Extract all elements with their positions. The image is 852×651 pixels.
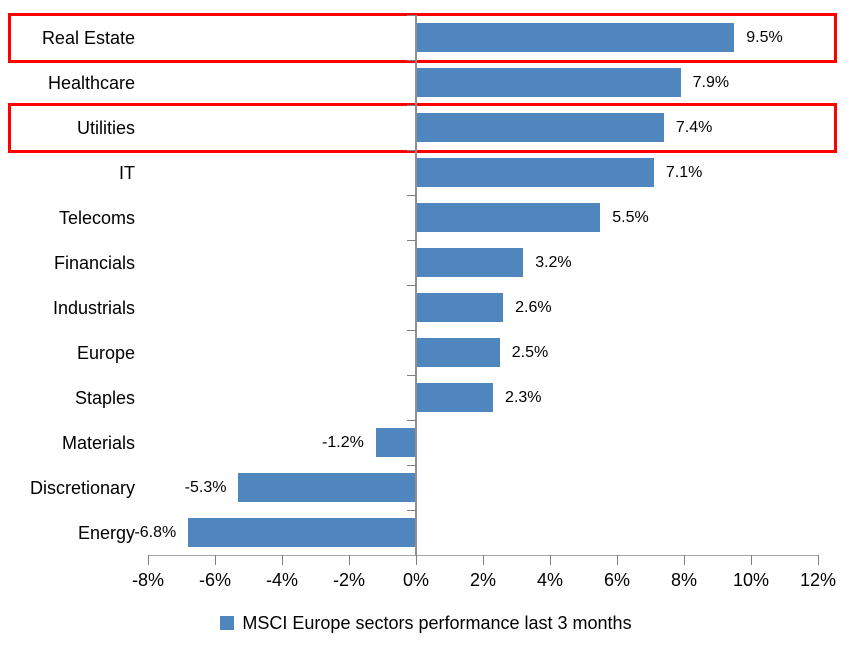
x-axis-tick: [617, 555, 618, 565]
bar-energy: [188, 518, 416, 547]
category-label: Staples: [74, 387, 135, 408]
x-axis-tick-label: 2%: [469, 570, 496, 590]
category-tick: [407, 60, 416, 61]
x-axis-tick-label: 12%: [799, 570, 837, 590]
x-axis-tick: [818, 555, 819, 565]
value-label: -5.3%: [184, 478, 227, 496]
y-axis-line: [415, 15, 417, 555]
bar-discretionary: [238, 473, 416, 502]
bar-healthcare: [416, 68, 681, 97]
value-label: 7.4%: [675, 118, 713, 136]
bar-it: [416, 158, 654, 187]
category-label: Telecoms: [58, 207, 135, 228]
value-label: 7.9%: [692, 73, 730, 91]
category-label: Real Estate: [41, 27, 135, 48]
bar-staples: [416, 383, 494, 412]
category-tick: [407, 330, 416, 331]
highlight-box-real-estate: [8, 13, 837, 63]
category-label: Financials: [53, 252, 135, 273]
value-label: 2.6%: [515, 298, 552, 316]
category-tick: [407, 420, 416, 421]
x-axis-tick-label: 8%: [670, 570, 697, 590]
x-axis-tick: [416, 555, 417, 565]
category-label: Utilities: [76, 117, 135, 138]
bar-europe: [416, 338, 500, 367]
legend-label: MSCI Europe sectors performance last 3 m…: [242, 612, 632, 633]
legend-marker-icon: [220, 616, 235, 630]
value-label: -1.2%: [322, 433, 364, 451]
x-axis-tick-label: -4%: [265, 570, 298, 590]
category-tick: [407, 105, 416, 106]
bar-materials: [375, 428, 416, 457]
category-tick: [407, 510, 416, 511]
x-axis-tick-label: -8%: [131, 570, 164, 590]
category-tick: [407, 285, 416, 286]
category-label: Discretionary: [29, 477, 135, 498]
category-tick: [407, 465, 416, 466]
x-axis-tick-label: -6%: [198, 570, 231, 590]
category-tick: [407, 195, 416, 196]
x-axis-tick: [215, 555, 216, 565]
x-axis-tick-label: 6%: [603, 570, 630, 590]
x-axis-tick: [148, 555, 149, 565]
bar-industrials: [416, 293, 504, 322]
category-label: Energy: [77, 522, 135, 543]
x-axis-tick: [349, 555, 350, 565]
bar-telecoms: [416, 203, 601, 232]
legend: MSCI Europe sectors performance last 3 m…: [0, 610, 852, 636]
category-label: Industrials: [52, 297, 135, 318]
value-label: 7.1%: [665, 163, 703, 181]
category-label: IT: [119, 162, 135, 183]
category-tick: [407, 240, 416, 241]
value-label: 3.2%: [535, 253, 572, 271]
x-axis-tick: [483, 555, 484, 565]
x-axis-tick-label: -2%: [332, 570, 365, 590]
bar-utilities: [416, 113, 664, 142]
x-axis-tick: [550, 555, 551, 565]
category-label: Europe: [76, 342, 135, 363]
category-tick: [407, 150, 416, 151]
x-axis-tick: [684, 555, 685, 565]
value-label: 2.3%: [505, 388, 542, 406]
category-tick: [407, 375, 416, 376]
category-label: Materials: [61, 432, 135, 453]
value-label: 9.5%: [746, 28, 783, 46]
x-axis-tick-label: 10%: [732, 570, 770, 590]
x-axis-tick-label: 4%: [536, 570, 563, 590]
bar-real-estate: [416, 23, 735, 52]
category-label: Healthcare: [47, 72, 135, 93]
value-label: 2.5%: [511, 343, 549, 361]
x-axis-tick: [751, 555, 752, 565]
category-tick: [407, 15, 416, 16]
value-label: 5.5%: [612, 208, 649, 226]
x-axis-tick-label: 0%: [402, 570, 429, 590]
value-label: -6.8%: [134, 523, 177, 541]
highlight-box-utilities: [8, 103, 837, 153]
x-axis-tick: [282, 555, 283, 565]
bar-financials: [416, 248, 524, 277]
